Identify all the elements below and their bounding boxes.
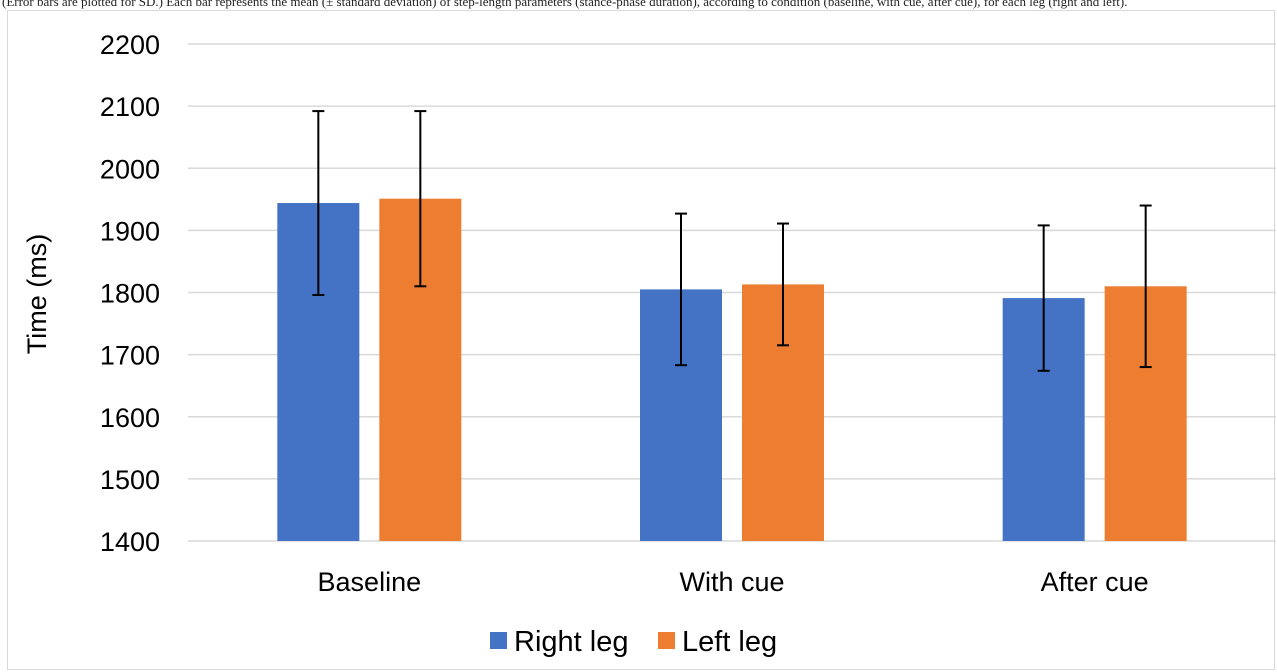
legend: Right leg Left leg [490, 626, 777, 658]
legend-item-left-leg: Left leg [658, 626, 777, 658]
legend-label: Right leg [514, 626, 628, 658]
x-tick-label: After cue [1041, 567, 1149, 597]
x-tick-label: With cue [679, 567, 784, 597]
y-tick-label: 1400 [100, 527, 160, 557]
figure-caption-text: (Error bars are plotted for SD.) Each ba… [2, 0, 1128, 9]
legend-item-right-leg: Right leg [490, 626, 628, 658]
y-tick-label: 2000 [100, 154, 160, 184]
x-axis-ticks: Baseline With cue After cue [318, 567, 1149, 597]
x-tick-label: Baseline [318, 567, 422, 597]
gridlines [188, 43, 1276, 542]
error-bar [414, 110, 427, 288]
figure-caption: (Error bars are plotted for SD.) Each ba… [0, 0, 1277, 10]
y-axis-title: Time (ms) [22, 234, 52, 354]
bar-chart: 1400 1500 1600 1700 1800 1900 2000 2100 2200 Tim… [22, 30, 1276, 658]
y-tick-label: 1800 [100, 279, 160, 309]
y-tick-label: 1500 [100, 465, 160, 495]
chart-frame: 1400 1500 1600 1700 1800 1900 2000 2100 2200 Tim… [7, 10, 1276, 670]
legend-swatch [490, 632, 507, 649]
bars [277, 198, 1187, 542]
error-bar [312, 110, 325, 296]
y-tick-label: 1600 [100, 403, 160, 433]
error-bar [675, 212, 687, 367]
y-tick-label: 2200 [100, 30, 160, 60]
error-bar [777, 222, 789, 347]
error-bar [1037, 224, 1050, 372]
legend-label: Left leg [682, 626, 777, 658]
y-tick-label: 2100 [100, 92, 160, 122]
y-tick-label: 1900 [100, 216, 160, 246]
legend-swatch [658, 632, 675, 649]
y-tick-label: 1700 [100, 341, 160, 371]
error-bar [1139, 204, 1152, 369]
error-bars [312, 110, 1152, 372]
y-axis-ticks: 1400 1500 1600 1700 1800 1900 2000 2100 2200 [100, 30, 160, 557]
